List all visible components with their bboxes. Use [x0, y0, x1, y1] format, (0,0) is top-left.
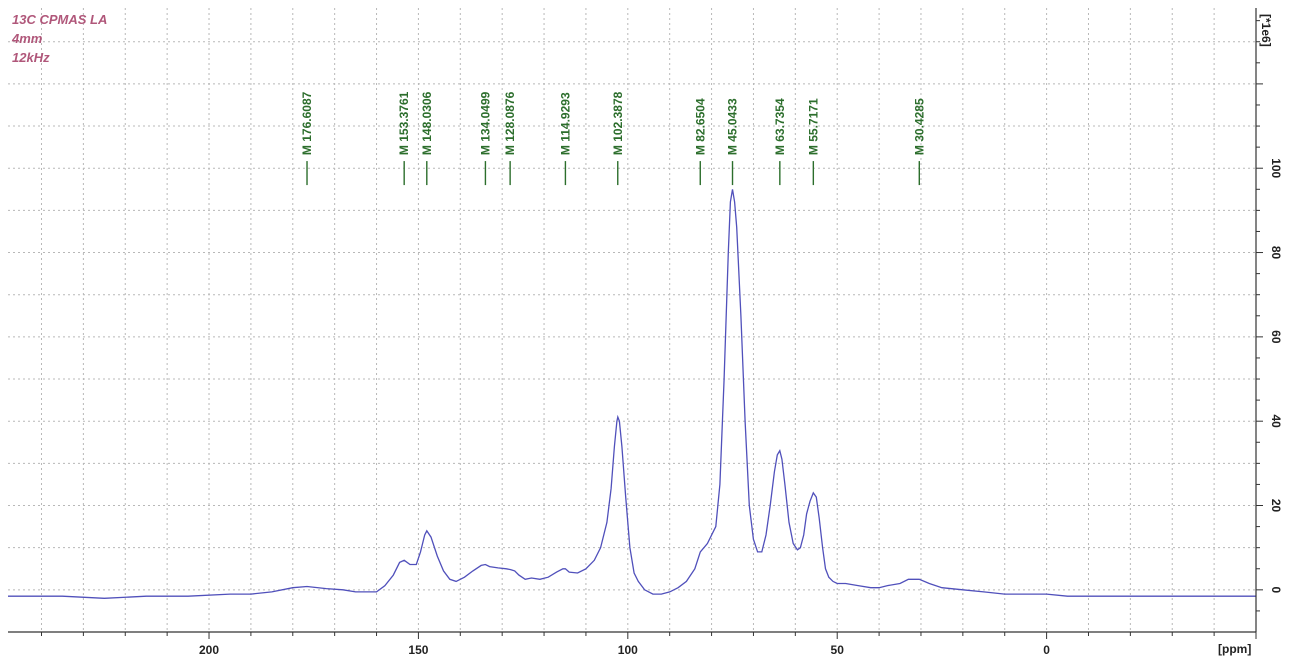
peak-marker-label: M 153.3761: [397, 91, 411, 155]
y-tick-label: 40: [1269, 415, 1283, 429]
spectrum-line: [8, 189, 1256, 599]
x-tick-label: 100: [618, 643, 638, 657]
y-tick-label: 60: [1269, 330, 1283, 344]
y-tick-label: 80: [1269, 246, 1283, 260]
peak-marker-label: M 148.0306: [420, 91, 434, 155]
peak-marker-label: M 128.0876: [503, 91, 517, 155]
y-axis-scale-label: [*1e6]: [1259, 14, 1273, 47]
title-line-1: 13C CPMAS LA: [12, 12, 107, 27]
peak-marker-label: M 176.6087: [300, 91, 314, 155]
peak-marker-label: M 102.3878: [611, 91, 625, 155]
peak-marker-label: M 82.6504: [693, 98, 707, 155]
x-tick-label: 150: [408, 643, 428, 657]
title-line-2: 4mm: [11, 31, 43, 46]
x-tick-label: 200: [199, 643, 219, 657]
y-tick-label: 0: [1269, 586, 1283, 593]
chart-title: 13C CPMAS LA 4mm 12kHz: [11, 12, 107, 65]
peak-marker-label: M 114.9293: [558, 92, 572, 155]
peak-marker-label: M 63.7354: [773, 98, 787, 155]
peak-marker-label: M 55.7171: [806, 98, 820, 155]
x-axis-unit-label: [ppm]: [1218, 642, 1251, 656]
axes: [8, 8, 1257, 633]
x-tick-label: 0: [1043, 643, 1050, 657]
peak-marker-label: M 45.0433: [726, 98, 740, 155]
grid-lines: [8, 8, 1257, 633]
x-tick-label: 50: [831, 643, 845, 657]
peak-markers: M 176.6087 M 153.3761 M 148.0306 M 134.0499…: [300, 91, 926, 186]
y-tick-label: 20: [1269, 499, 1283, 513]
title-line-3: 12kHz: [12, 50, 50, 65]
peak-marker-label: M 134.0499: [478, 91, 492, 155]
peak-marker-label: M 30.4285: [912, 98, 926, 155]
y-tick-label: 100: [1269, 158, 1283, 178]
axis-ticks: 200 150 100 50 0 0 20 40 60 80 100: [41, 20, 1283, 657]
